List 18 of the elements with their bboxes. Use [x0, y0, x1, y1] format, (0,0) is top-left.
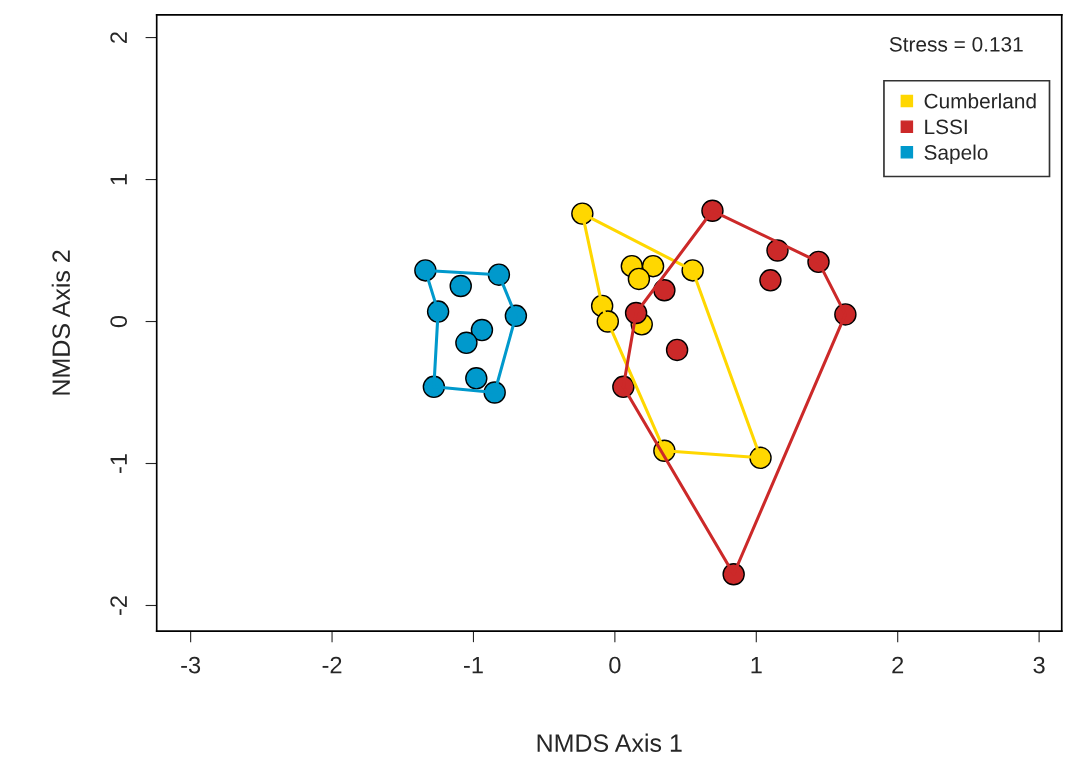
x-tick-label: 2	[892, 656, 904, 674]
x-tick-label: -1	[464, 656, 483, 674]
y-tick-label: -2	[110, 596, 127, 615]
legend-label: LSSI	[925, 119, 967, 135]
x-tick-label: -3	[181, 656, 201, 674]
y-axis-title: NMDS Axis 2	[51, 250, 71, 395]
y-tick-label: -1	[110, 454, 127, 473]
x-tick-label: -2	[322, 656, 342, 674]
x-axis-title: NMDS Axis 1	[537, 733, 682, 752]
x-tick-label: 1	[751, 656, 762, 674]
x-tick-label: 0	[609, 656, 621, 674]
y-tick-label: 1	[110, 174, 127, 185]
legend-label: Cumberland	[924, 93, 1036, 109]
x-tick-label: 3	[1033, 656, 1045, 674]
legend-label: Sapelo	[924, 144, 988, 164]
y-tick-label: 2	[110, 32, 127, 43]
y-tick-label: 0	[110, 315, 128, 328]
annotation: Stress = 0.131	[889, 36, 1023, 52]
